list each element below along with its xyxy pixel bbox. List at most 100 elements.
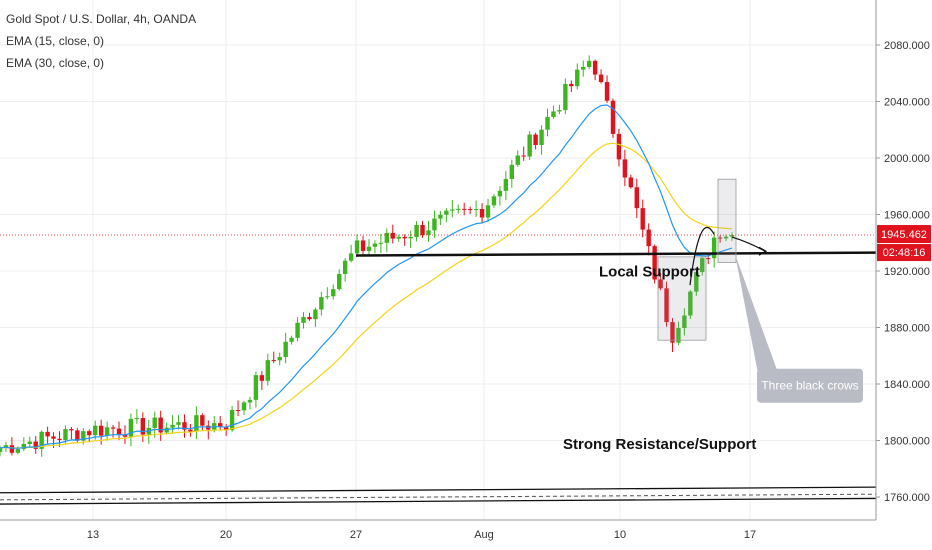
candle	[372, 240, 378, 254]
legend-title: Gold Spot / U.S. Dollar, 4h, OANDA	[6, 12, 197, 26]
callout-box[interactable]	[757, 368, 863, 403]
candle	[301, 312, 306, 329]
candle	[521, 146, 526, 161]
strong-support-mid	[0, 493, 877, 501]
candle	[420, 220, 425, 238]
candle	[456, 204, 461, 214]
candle	[200, 413, 205, 431]
candle	[247, 396, 253, 410]
strong-support-lower[interactable]	[0, 497, 877, 505]
candle	[277, 352, 282, 366]
candle	[592, 59, 598, 81]
x-tick-label: 20	[220, 529, 232, 541]
candle	[545, 108, 550, 137]
candle	[134, 409, 140, 424]
candle	[402, 234, 407, 246]
candle	[414, 221, 419, 242]
candle	[491, 194, 497, 208]
candle	[39, 430, 44, 457]
candle	[503, 171, 509, 201]
candle	[682, 308, 687, 336]
local-support-label: Local Support	[599, 264, 700, 281]
candle	[533, 132, 538, 150]
candle	[515, 150, 520, 168]
candle	[194, 406, 199, 440]
candle	[586, 55, 592, 70]
candle	[563, 78, 568, 115]
price-axis[interactable]	[876, 0, 932, 550]
candle	[110, 424, 116, 438]
y-tick-label: 1840.000	[884, 379, 930, 391]
callout-text: Three black crows	[761, 379, 858, 393]
candle	[610, 98, 616, 138]
candle	[450, 199, 455, 218]
candle	[485, 198, 491, 223]
price-badge	[877, 225, 931, 244]
candle	[467, 206, 473, 214]
candle	[87, 429, 92, 442]
price-badge-text: 1945.462	[881, 229, 927, 241]
candle	[342, 258, 348, 282]
x-tick-label: 27	[350, 529, 362, 541]
candle	[581, 60, 586, 77]
y-tick-label: 2040.000	[884, 97, 930, 109]
candle	[575, 63, 580, 90]
candle	[360, 236, 366, 255]
candle	[217, 415, 223, 430]
candle	[170, 415, 175, 434]
candle	[45, 426, 50, 445]
candle	[551, 105, 556, 119]
candle	[354, 234, 360, 258]
callout-pointer	[735, 254, 782, 384]
candle	[271, 351, 276, 364]
candle	[319, 291, 324, 316]
candle	[479, 203, 485, 224]
candle	[366, 239, 372, 257]
candle	[426, 221, 431, 242]
y-tick-label: 2080.000	[884, 40, 930, 52]
candle	[158, 410, 163, 441]
candle	[206, 420, 211, 440]
candles	[0, 55, 735, 457]
highlight-box-top[interactable]	[717, 178, 737, 263]
candle	[396, 234, 401, 242]
countdown-text: 02:48:16	[883, 247, 926, 259]
candle	[69, 427, 74, 440]
candle	[33, 436, 38, 454]
highlight-box-low[interactable]	[657, 256, 707, 341]
candle	[628, 174, 634, 189]
candle	[438, 211, 443, 225]
candle	[408, 230, 413, 248]
x-tick-label: 10	[614, 529, 626, 541]
bounce-curve	[689, 226, 715, 286]
candle	[3, 441, 9, 452]
candle	[128, 413, 134, 447]
x-tick-label: 13	[87, 529, 99, 541]
candle	[331, 284, 336, 300]
y-tick-label: 1960.000	[884, 210, 930, 222]
chart-legend: Gold Spot / U.S. Dollar, 4h, OANDA EMA (…	[6, 8, 196, 74]
candle	[694, 269, 699, 296]
candle	[527, 131, 532, 160]
candle	[670, 318, 675, 353]
y-tick-label: 1920.000	[884, 266, 930, 278]
candle	[723, 234, 729, 242]
time-axis[interactable]	[0, 520, 876, 550]
candle	[283, 332, 288, 364]
candle	[509, 159, 515, 188]
candle	[313, 307, 318, 327]
candle	[152, 411, 157, 438]
candle	[253, 371, 259, 408]
x-tick-label: 17	[744, 529, 756, 541]
candle	[235, 400, 241, 417]
candle	[622, 149, 628, 187]
candle	[461, 202, 467, 216]
candle	[473, 200, 479, 217]
strong-support-upper[interactable]	[0, 486, 877, 494]
local-support-line[interactable]	[355, 251, 877, 257]
candle	[265, 353, 271, 386]
candle	[259, 371, 265, 390]
legend-ema-15: EMA (15, close, 0)	[6, 34, 105, 48]
candle	[295, 317, 300, 342]
